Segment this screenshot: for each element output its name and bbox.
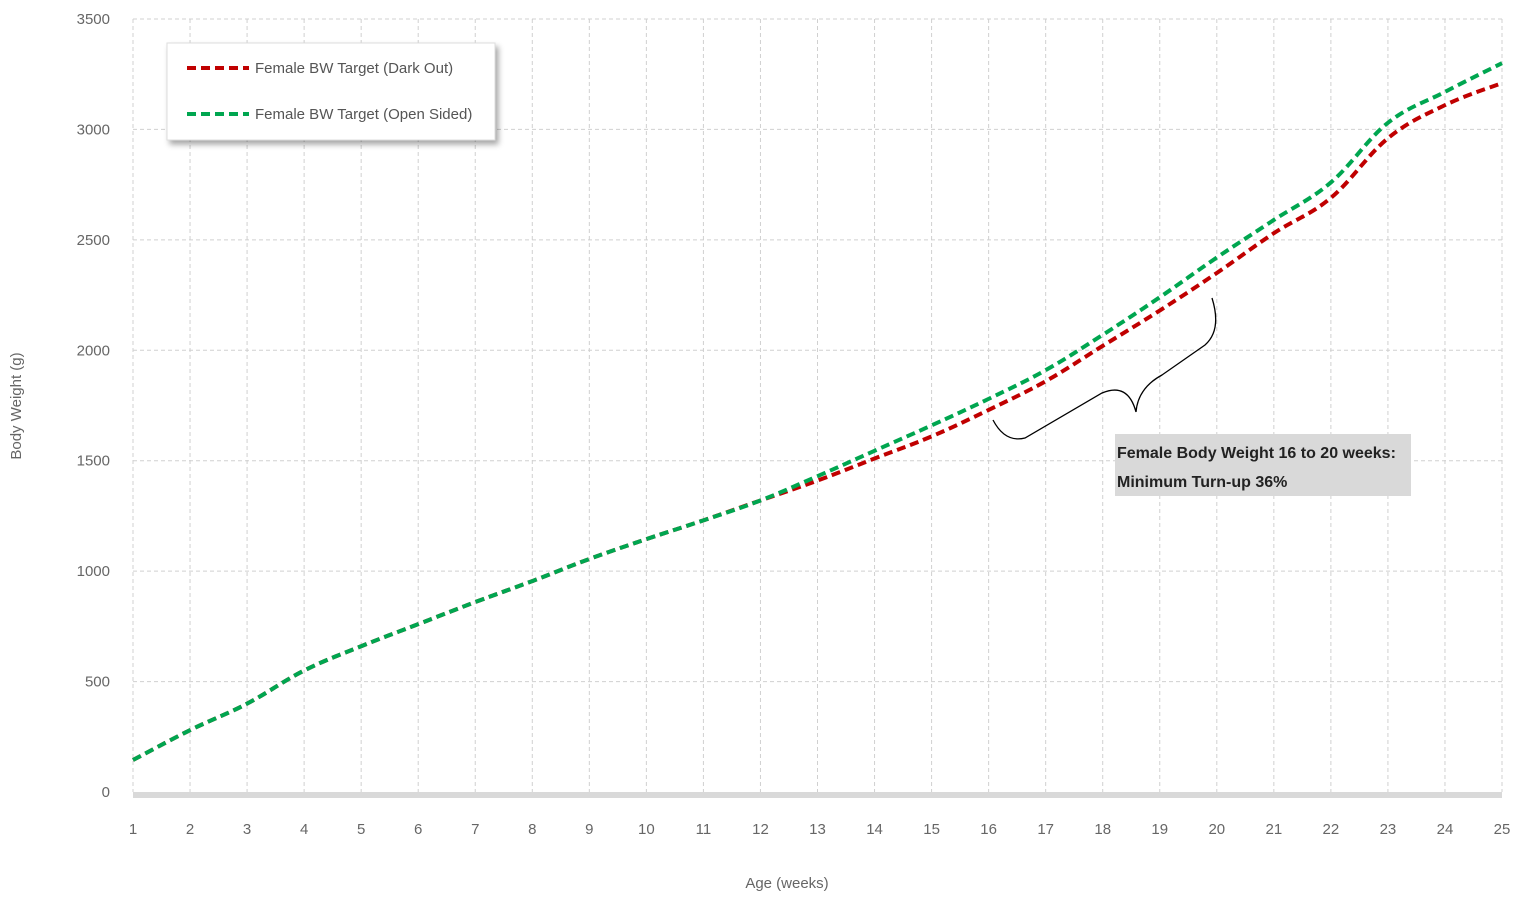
legend-label-dark-out: Female BW Target (Dark Out): [255, 60, 453, 77]
x-tick-label: 16: [980, 821, 997, 838]
x-tick-label: 1: [129, 821, 137, 838]
series-lines: [132, 61, 1503, 762]
grid: [132, 18, 1503, 792]
x-tick-label: 18: [1094, 821, 1111, 838]
x-tick-label: 25: [1494, 821, 1511, 838]
y-axis-title: Body Weight (g): [8, 352, 25, 459]
x-tick-label: 19: [1151, 821, 1168, 838]
x-tick-label: 20: [1208, 821, 1225, 838]
x-tick-label: 11: [696, 821, 712, 838]
x-tick-label: 7: [471, 821, 479, 838]
annotation-brace: [992, 297, 1217, 440]
x-tick-label: 12: [752, 821, 769, 838]
x-tick-label: 24: [1437, 821, 1454, 838]
y-tick-label: 2500: [77, 232, 110, 249]
y-tick-label: 3500: [77, 11, 110, 28]
x-tick-label: 23: [1380, 821, 1397, 838]
x-tick-label: 21: [1265, 821, 1282, 838]
x-axis-title: Age (weeks): [745, 875, 828, 892]
x-axis-line: [133, 792, 1502, 798]
x-tick-label: 14: [866, 821, 883, 838]
legend-label-open-sided: Female BW Target (Open Sided): [255, 106, 472, 123]
x-tick-label: 4: [300, 821, 308, 838]
y-tick-label: 1000: [77, 563, 110, 580]
annotation-box: [1115, 434, 1411, 496]
x-tick-label: 6: [414, 821, 422, 838]
legend-box: [166, 42, 496, 141]
y-tick-label: 1500: [77, 453, 110, 470]
y-tick-label: 500: [85, 674, 110, 691]
x-tick-label: 17: [1037, 821, 1054, 838]
axes: [133, 792, 1502, 798]
x-tick-label: 2: [186, 821, 194, 838]
annotation: Female Body Weight 16 to 20 weeks: Minim…: [992, 297, 1411, 496]
y-tick-label: 3000: [77, 121, 110, 138]
annotation-line-2: Minimum Turn-up 36%: [1117, 474, 1287, 491]
y-tick-label: 0: [102, 784, 110, 801]
x-tick-label: 3: [243, 821, 251, 838]
series-line-open-sided: [132, 61, 1503, 762]
x-tick-label: 15: [923, 821, 940, 838]
annotation-line-1: Female Body Weight 16 to 20 weeks:: [1117, 445, 1396, 462]
y-tick-label: 2000: [77, 342, 110, 359]
x-tick-label: 22: [1323, 821, 1340, 838]
x-tick-label: 13: [809, 821, 826, 838]
x-tick-label: 10: [638, 821, 655, 838]
legend: Female BW Target (Dark Out) Female BW Ta…: [166, 42, 496, 141]
x-tick-label: 5: [357, 821, 365, 838]
x-tick-label: 9: [585, 821, 593, 838]
x-tick-label: 8: [528, 821, 536, 838]
